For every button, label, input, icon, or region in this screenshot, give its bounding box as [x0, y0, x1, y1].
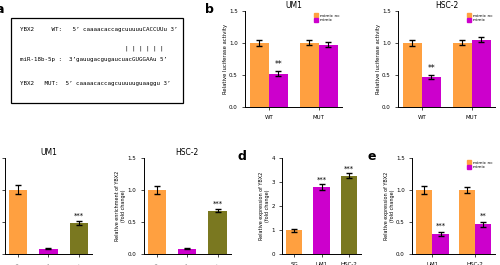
- Y-axis label: Relative luciferase activity: Relative luciferase activity: [376, 24, 380, 94]
- Text: ***: ***: [344, 166, 354, 172]
- Bar: [422, 77, 441, 107]
- Bar: [178, 249, 197, 254]
- Title: UM1: UM1: [40, 148, 57, 157]
- Text: **: **: [428, 64, 435, 73]
- Y-axis label: Relative expression of YBX2
(fold change): Relative expression of YBX2 (fold change…: [259, 172, 270, 240]
- Text: b: b: [205, 3, 214, 16]
- Text: a: a: [0, 3, 4, 16]
- Text: YBX2   MUT:  5’ caaaacaccagcuuuuuguaaggu 3’: YBX2 MUT: 5’ caaaacaccagcuuuuuguaaggu 3’: [20, 81, 170, 86]
- Legend: mimic nc, mimic: mimic nc, mimic: [467, 13, 493, 23]
- Bar: [250, 43, 268, 107]
- Title: HSC-2: HSC-2: [435, 1, 458, 10]
- Bar: [300, 43, 318, 107]
- Text: ***: ***: [212, 200, 222, 206]
- Bar: [475, 224, 491, 254]
- Text: **: **: [274, 60, 282, 69]
- Y-axis label: Relative expression of YBX2
(fold change): Relative expression of YBX2 (fold change…: [384, 172, 394, 240]
- Bar: [472, 40, 490, 107]
- Text: ***: ***: [316, 177, 326, 183]
- Bar: [286, 230, 302, 254]
- Bar: [416, 190, 432, 254]
- Bar: [268, 74, 287, 107]
- Bar: [314, 187, 330, 254]
- Bar: [70, 223, 88, 254]
- Text: e: e: [367, 150, 376, 163]
- Legend: mimic nc, mimic: mimic nc, mimic: [467, 160, 493, 170]
- Bar: [403, 43, 422, 107]
- Bar: [340, 176, 357, 254]
- Text: ***: ***: [436, 223, 446, 229]
- Bar: [452, 43, 471, 107]
- Text: | | | | | |: | | | | | |: [20, 46, 163, 51]
- Title: HSC-2: HSC-2: [176, 148, 199, 157]
- Bar: [318, 45, 338, 107]
- Legend: mimic nc, mimic: mimic nc, mimic: [314, 13, 340, 23]
- Bar: [208, 210, 226, 254]
- Bar: [432, 234, 448, 254]
- Bar: [9, 190, 27, 254]
- Text: YBX2     WT:   5’ caaaacaccagcuuuuuCACCUUu 3’: YBX2 WT: 5’ caaaacaccagcuuuuuCACCUUu 3’: [20, 27, 177, 32]
- Y-axis label: Relative enrichment of YBX2
(fold change): Relative enrichment of YBX2 (fold change…: [115, 171, 126, 241]
- Title: UM1: UM1: [285, 1, 302, 10]
- Text: ***: ***: [74, 213, 84, 219]
- Text: **: **: [480, 213, 486, 219]
- Y-axis label: Relative luciferase activity: Relative luciferase activity: [222, 24, 228, 94]
- Bar: [148, 190, 166, 254]
- Bar: [40, 249, 58, 254]
- FancyBboxPatch shape: [10, 18, 184, 103]
- Bar: [459, 190, 475, 254]
- Text: d: d: [237, 150, 246, 163]
- Text: miR-18b-5p :  3’gauugacgugaucuacGUGGAAu 5’: miR-18b-5p : 3’gauugacgugaucuacGUGGAAu 5…: [20, 57, 167, 62]
